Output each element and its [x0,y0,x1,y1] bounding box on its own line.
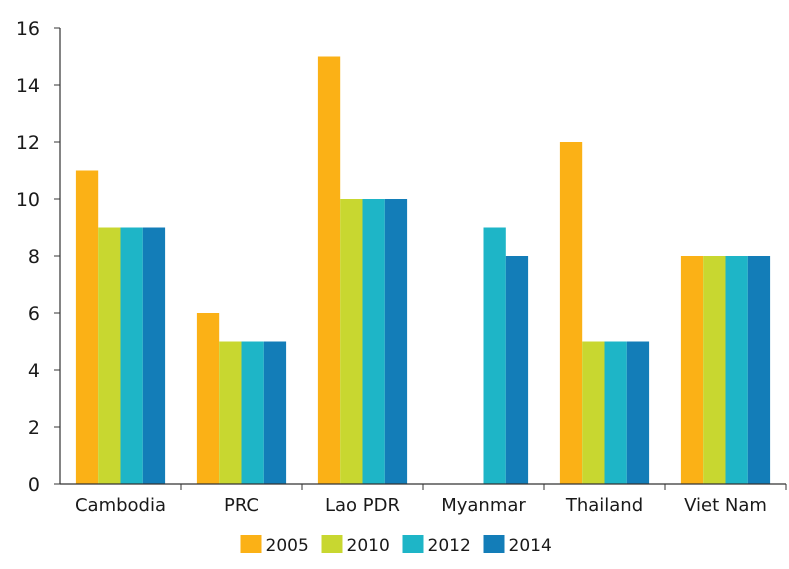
legend-swatch-2012 [402,535,424,553]
legend-label-2014: 2014 [509,536,552,556]
y-tick-label: 8 [28,246,40,268]
legend-label-2012: 2012 [428,536,471,556]
axes [59,28,786,485]
x-category-label: Cambodia [75,495,166,516]
legend: 2005 2010 2012 2014 [240,535,552,556]
bar-thailand-2010 [582,341,605,484]
bar-prc-2014 [263,341,287,484]
y-tick-label: 6 [28,303,40,325]
x-axis-category-labels: Cambodia PRC Lao PDR Myanmar Thailand Viet Na… [75,495,767,516]
bar-cambodia-2014 [142,227,166,484]
bar-myanmar-2012 [483,227,506,484]
x-category-label: Myanmar [441,495,526,516]
y-tick-label: 10 [16,189,40,211]
bar-viet-nam-2005 [680,256,704,484]
x-axis-ticks [180,484,787,490]
legend-swatch-2005 [240,535,262,553]
y-tick-label: 4 [28,360,40,382]
y-tick-label: 0 [28,474,40,496]
bar-lao-pdr-2012 [362,199,385,484]
bars [75,56,771,484]
legend-label-2005: 2005 [266,536,309,556]
y-tick-label: 12 [16,132,40,154]
bar-viet-nam-2010 [703,256,726,484]
bar-thailand-2012 [604,341,627,484]
bar-myanmar-2014 [505,256,529,484]
bar-thailand-2014 [626,341,650,484]
x-category-label: PRC [224,495,259,516]
y-tick-label: 14 [16,75,40,97]
bar-cambodia-2010 [98,227,121,484]
y-tick-label: 2 [28,417,40,439]
bar-prc-2012 [241,341,264,484]
bar-thailand-2005 [559,142,583,484]
bar-lao-pdr-2005 [317,56,341,484]
bar-prc-2010 [219,341,242,484]
x-category-label: Lao PDR [325,495,400,516]
y-tick-label: 16 [16,18,40,40]
bar-prc-2005 [196,313,220,484]
x-category-label: Viet Nam [684,495,767,516]
x-category-label: Thailand [565,495,643,516]
legend-swatch-2014 [483,535,505,553]
y-axis-ticks: 0 2 4 6 8 10 12 14 16 [16,18,60,496]
bar-lao-pdr-2010 [340,199,363,484]
legend-label-2010: 2010 [347,536,390,556]
bar-viet-nam-2014 [747,256,771,484]
bar-viet-nam-2012 [725,256,748,484]
bar-cambodia-2005 [75,170,99,484]
bar-lao-pdr-2014 [384,199,408,484]
bar-cambodia-2012 [120,227,143,484]
legend-swatch-2010 [321,535,343,553]
